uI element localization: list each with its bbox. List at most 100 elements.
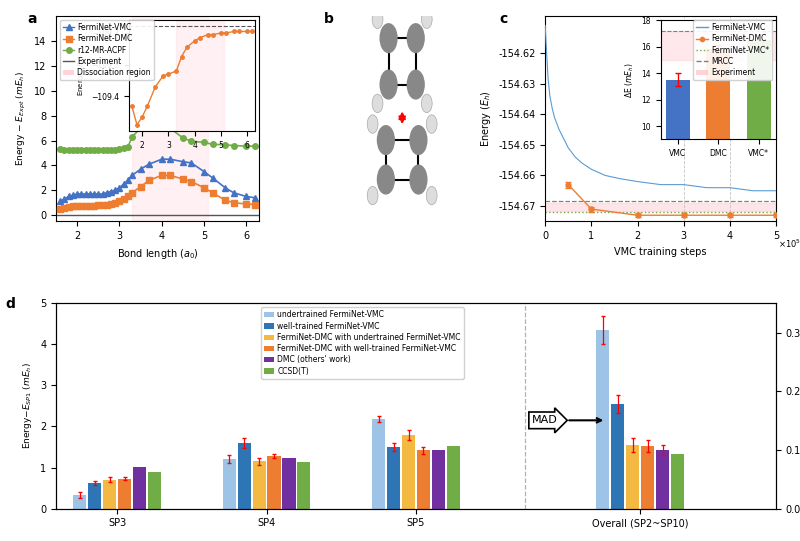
r12-MR-ACPF xyxy=(72,147,82,154)
Circle shape xyxy=(426,186,437,205)
Circle shape xyxy=(407,24,424,52)
Bar xyxy=(282,458,295,509)
r12-MR-ACPF xyxy=(157,120,166,127)
FermiNet-VMC xyxy=(85,191,94,197)
FermiNet-VMC xyxy=(110,187,120,194)
Text: a: a xyxy=(27,12,37,26)
Bar xyxy=(402,435,415,509)
FermiNet-DMC xyxy=(136,183,146,190)
Circle shape xyxy=(367,115,378,133)
r12-MR-ACPF xyxy=(250,143,260,149)
FermiNet-VMC xyxy=(229,189,238,196)
Circle shape xyxy=(410,165,427,194)
Text: c: c xyxy=(499,12,507,26)
Bar xyxy=(103,480,116,509)
Line: FermiNet-DMC: FermiNet-DMC xyxy=(58,173,258,212)
Bar xyxy=(626,445,639,509)
FermiNet-DMC xyxy=(178,176,188,182)
FermiNet-DMC xyxy=(68,203,78,210)
Bar xyxy=(656,450,669,509)
Bar xyxy=(596,330,610,509)
r12-MR-ACPF xyxy=(98,147,107,154)
Bar xyxy=(417,450,430,509)
FermiNet-DMC xyxy=(119,196,129,202)
r12-MR-ACPF xyxy=(68,147,78,154)
FermiNet-DMC xyxy=(60,204,70,211)
FermiNet-VMC xyxy=(114,184,124,191)
FermiNet-VMC xyxy=(72,191,82,197)
Circle shape xyxy=(380,70,397,99)
Legend: FermiNet-VMC, FermiNet-DMC, FermiNet-VMC*, MRCC, Experiment: FermiNet-VMC, FermiNet-DMC, FermiNet-VMC… xyxy=(694,20,772,80)
r12-MR-ACPF xyxy=(94,147,103,154)
Circle shape xyxy=(422,10,432,29)
FermiNet-VMC xyxy=(60,196,70,202)
r12-MR-ACPF xyxy=(242,143,251,149)
Bar xyxy=(546,203,776,210)
r12-MR-ACPF xyxy=(186,138,196,144)
r12-MR-ACPF xyxy=(85,147,94,154)
FermiNet-VMC xyxy=(186,160,196,166)
r12-MR-ACPF xyxy=(77,147,86,154)
r12-MR-ACPF xyxy=(114,146,124,153)
r12-MR-ACPF xyxy=(166,125,175,131)
FermiNet-VMC xyxy=(90,191,99,197)
Bar xyxy=(88,483,102,509)
FermiNet-VMC xyxy=(199,168,209,175)
Bar xyxy=(253,461,266,509)
FermiNet-VMC xyxy=(242,193,251,200)
FermiNet-VMC xyxy=(102,189,111,196)
Legend: FermiNet-VMC, FermiNet-DMC, r12-MR-ACPF, Experiment, Dissociation region: FermiNet-VMC, FermiNet-DMC, r12-MR-ACPF,… xyxy=(60,20,154,80)
Bar xyxy=(148,472,161,509)
FermiNet-VMC xyxy=(81,191,90,197)
r12-MR-ACPF xyxy=(144,121,154,128)
FermiNet-DMC xyxy=(64,204,74,210)
r12-MR-ACPF xyxy=(81,147,90,154)
Line: r12-MR-ACPF: r12-MR-ACPF xyxy=(58,120,258,153)
Bar xyxy=(298,462,310,509)
FermiNet-DMC xyxy=(98,202,107,208)
FermiNet-VMC xyxy=(98,191,107,197)
r12-MR-ACPF xyxy=(60,147,70,154)
FermiNet-VMC xyxy=(123,177,133,183)
Bar xyxy=(73,495,86,509)
r12-MR-ACPF xyxy=(208,141,218,148)
FermiNet-DMC xyxy=(250,201,260,208)
r12-MR-ACPF xyxy=(199,139,209,146)
Circle shape xyxy=(378,165,394,194)
Circle shape xyxy=(372,10,383,29)
FermiNet-DMC xyxy=(81,203,90,209)
Circle shape xyxy=(422,94,432,113)
r12-MR-ACPF xyxy=(127,134,137,140)
Text: MAD: MAD xyxy=(532,415,601,425)
FermiNet-VMC xyxy=(208,175,218,181)
FermiNet-DMC xyxy=(102,201,111,208)
Y-axis label: Energy−$E_{SP1}$ ($mE_h$): Energy−$E_{SP1}$ ($mE_h$) xyxy=(22,362,34,450)
Legend: undertrained FermiNet-VMC, well-trained FermiNet-VMC, FermiNet-DMC with undertra: undertrained FermiNet-VMC, well-trained … xyxy=(262,307,464,379)
Circle shape xyxy=(367,186,378,205)
FermiNet-VMC xyxy=(144,161,154,167)
FermiNet-DMC xyxy=(157,172,166,179)
r12-MR-ACPF xyxy=(102,147,111,154)
Circle shape xyxy=(378,126,394,154)
r12-MR-ACPF xyxy=(221,142,230,148)
Bar xyxy=(222,459,236,509)
FermiNet-DMC xyxy=(221,197,230,203)
FermiNet-VMC xyxy=(127,172,137,179)
r12-MR-ACPF xyxy=(90,147,99,154)
Bar xyxy=(267,456,281,509)
Bar xyxy=(671,454,684,509)
FermiNet-DMC xyxy=(94,202,103,209)
FermiNet-VMC xyxy=(55,198,65,204)
Text: $\times10^5$: $\times10^5$ xyxy=(778,238,800,250)
Line: FermiNet-VMC: FermiNet-VMC xyxy=(57,156,258,205)
FermiNet-VMC xyxy=(157,156,166,162)
FermiNet-VMC xyxy=(136,166,146,173)
Circle shape xyxy=(372,94,383,113)
Circle shape xyxy=(410,126,427,154)
Y-axis label: Energy ($E_h$): Energy ($E_h$) xyxy=(478,90,493,147)
FermiNet-DMC xyxy=(208,189,218,196)
r12-MR-ACPF xyxy=(55,146,65,153)
FermiNet-VMC xyxy=(64,193,74,200)
FermiNet-VMC xyxy=(106,188,116,195)
Bar xyxy=(372,419,386,509)
